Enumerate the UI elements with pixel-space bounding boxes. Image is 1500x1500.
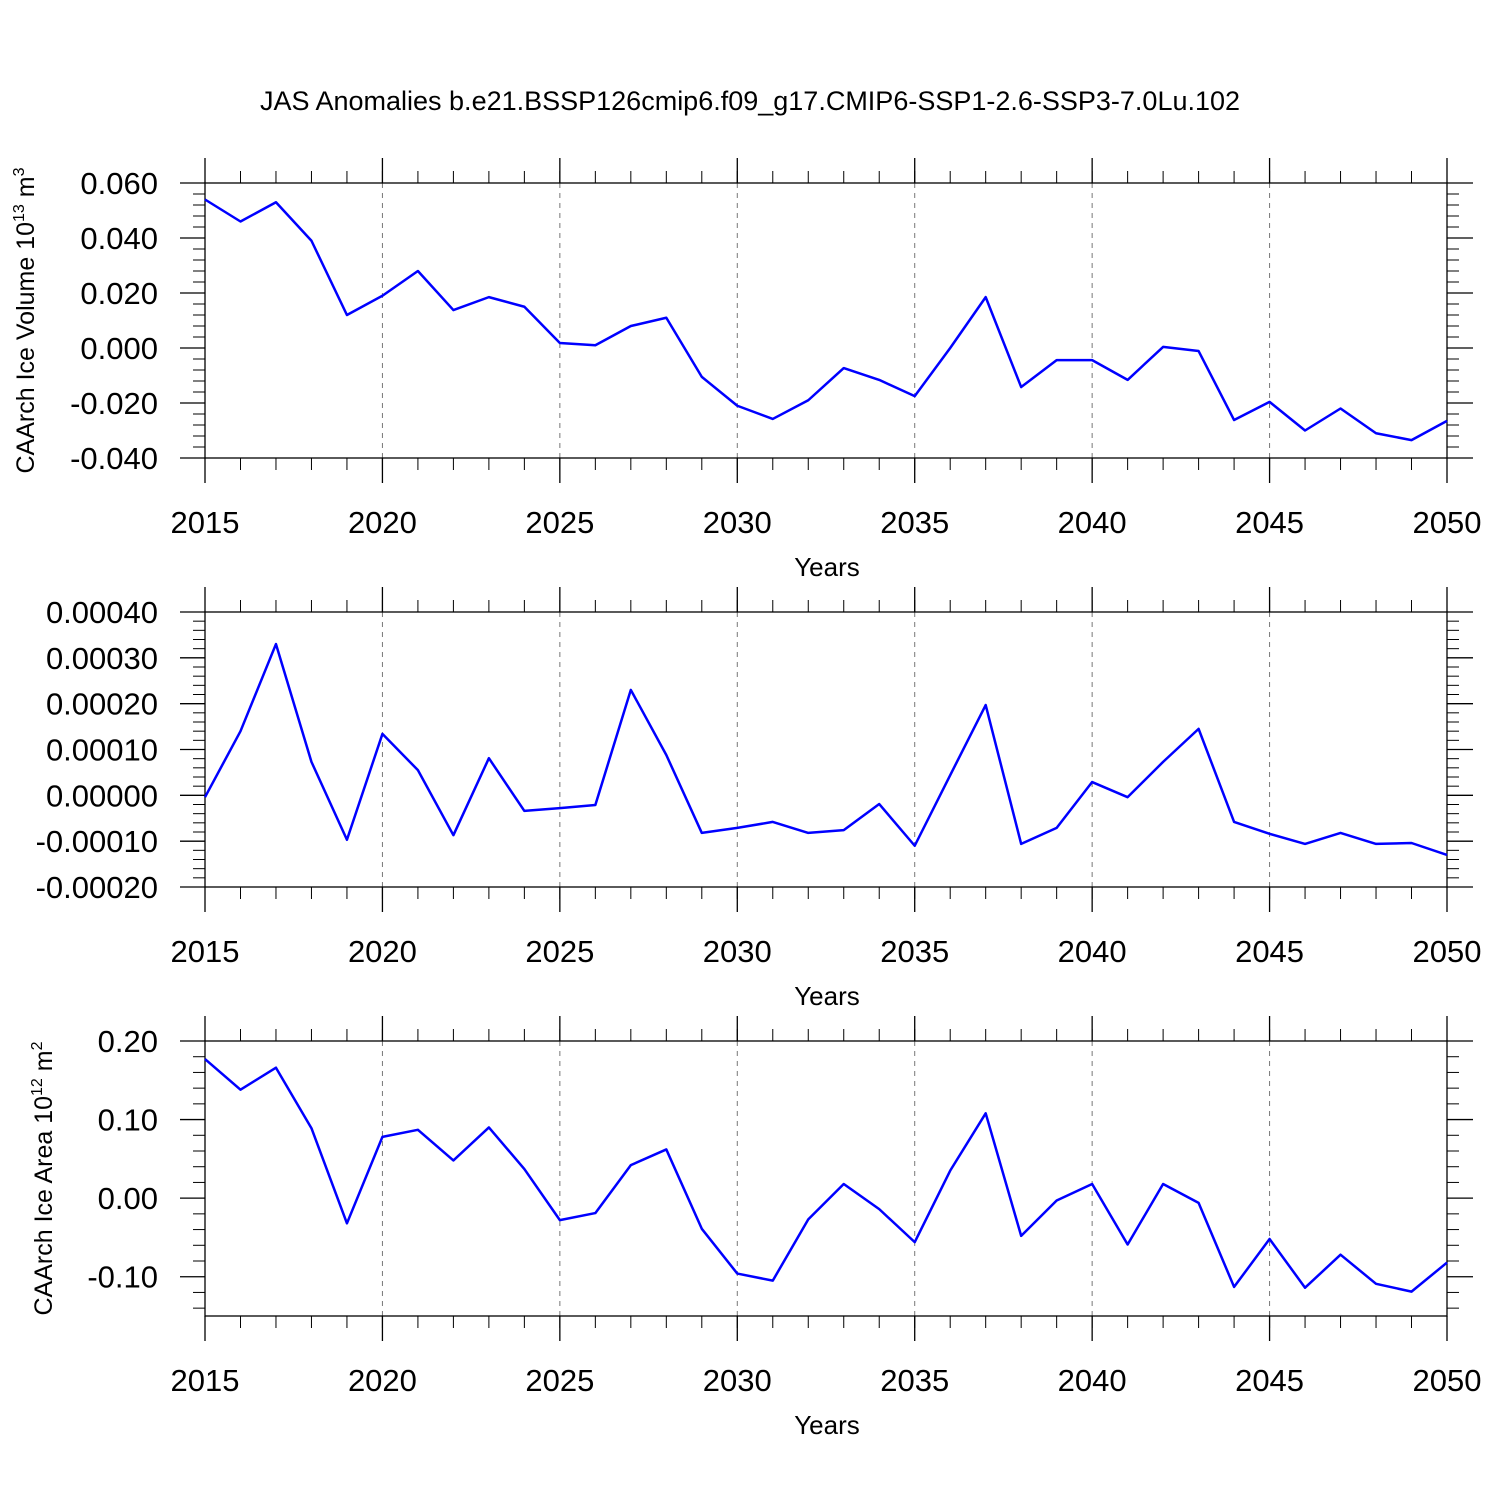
y-tick-label: -0.020 [70,386,158,421]
x-tick-label: 2030 [703,934,772,969]
data-line [203,642,1448,857]
y-axis-label-unit-exponent: 2 [29,1041,46,1050]
y-tick-label: -0.10 [87,1260,158,1295]
figure-title: JAS Anomalies b.e21.BSSP126cmip6.f09_g17… [260,86,1240,116]
y-axis-label: CAArch Ice Volume 1013 m3 [11,167,40,473]
y-axis-label-unit-exponent: 3 [11,167,28,176]
y-tick-label: 0.20 [98,1024,158,1059]
x-axis-label: Years [794,552,860,582]
y-axis-label-exponent: 13 [11,204,28,222]
x-tick-label: 2025 [525,1363,594,1398]
x-tick-label: 2040 [1058,1363,1127,1398]
data-line [204,1058,1448,1293]
y-tick-label: 0.00040 [46,595,158,630]
x-tick-label: 2045 [1235,934,1304,969]
x-tick-label: 2045 [1235,505,1304,540]
plot-frame [204,182,1448,459]
y-axis-label-text: CAArch Ice Area 10 [30,1096,58,1316]
y-axis-label-exponent: 12 [29,1078,46,1096]
x-tick-label: 2015 [171,1363,240,1398]
y-tick-label: 0.060 [80,166,158,201]
plot-frame [204,1040,1448,1317]
x-tick-label: 2040 [1058,934,1127,969]
x-tick-label: 2020 [348,505,417,540]
x-tick-label: 2030 [703,505,772,540]
x-tick-label: 2020 [348,1363,417,1398]
data-line [204,198,1448,442]
y-axis-label-unit: m [12,176,40,204]
y-tick-label: -0.00020 [36,870,158,905]
y-tick-label: 0.00 [98,1181,158,1216]
y-tick-label: 0.00010 [46,733,158,768]
y-axis-label: CAArch Ice Area 1012 m2 [29,1041,58,1315]
x-axis-label: Years [794,1410,860,1440]
x-tick-label: 2045 [1235,1363,1304,1398]
x-tick-label: 2015 [171,934,240,969]
x-tick-label: 2050 [1413,1363,1482,1398]
y-tick-label: 0.00000 [46,778,158,813]
y-tick-label: 0.00020 [46,687,158,722]
x-tick-label: 2035 [880,1363,949,1398]
x-tick-label: 2025 [525,505,594,540]
x-tick-label: 2025 [525,934,594,969]
x-tick-label: 2050 [1413,934,1482,969]
y-tick-label: 0.000 [80,331,158,366]
y-tick-label: 0.040 [80,221,158,256]
y-tick-label: -0.040 [70,441,158,476]
x-axis-label: Years [794,981,860,1011]
y-tick-label: -0.00010 [36,824,158,859]
x-tick-label: 2035 [880,934,949,969]
y-tick-label: 0.020 [80,276,158,311]
y-tick-label: 0.00030 [46,641,158,676]
x-tick-label: 2040 [1058,505,1127,540]
y-axis-label-unit: m [30,1050,58,1078]
x-tick-label: 2030 [703,1363,772,1398]
x-tick-label: 2015 [171,505,240,540]
x-tick-label: 2020 [348,934,417,969]
y-axis-label-text: CAArch Ice Volume 10 [12,222,40,474]
x-tick-label: 2035 [880,505,949,540]
y-tick-label: 0.10 [98,1103,158,1138]
x-tick-label: 2050 [1413,505,1482,540]
